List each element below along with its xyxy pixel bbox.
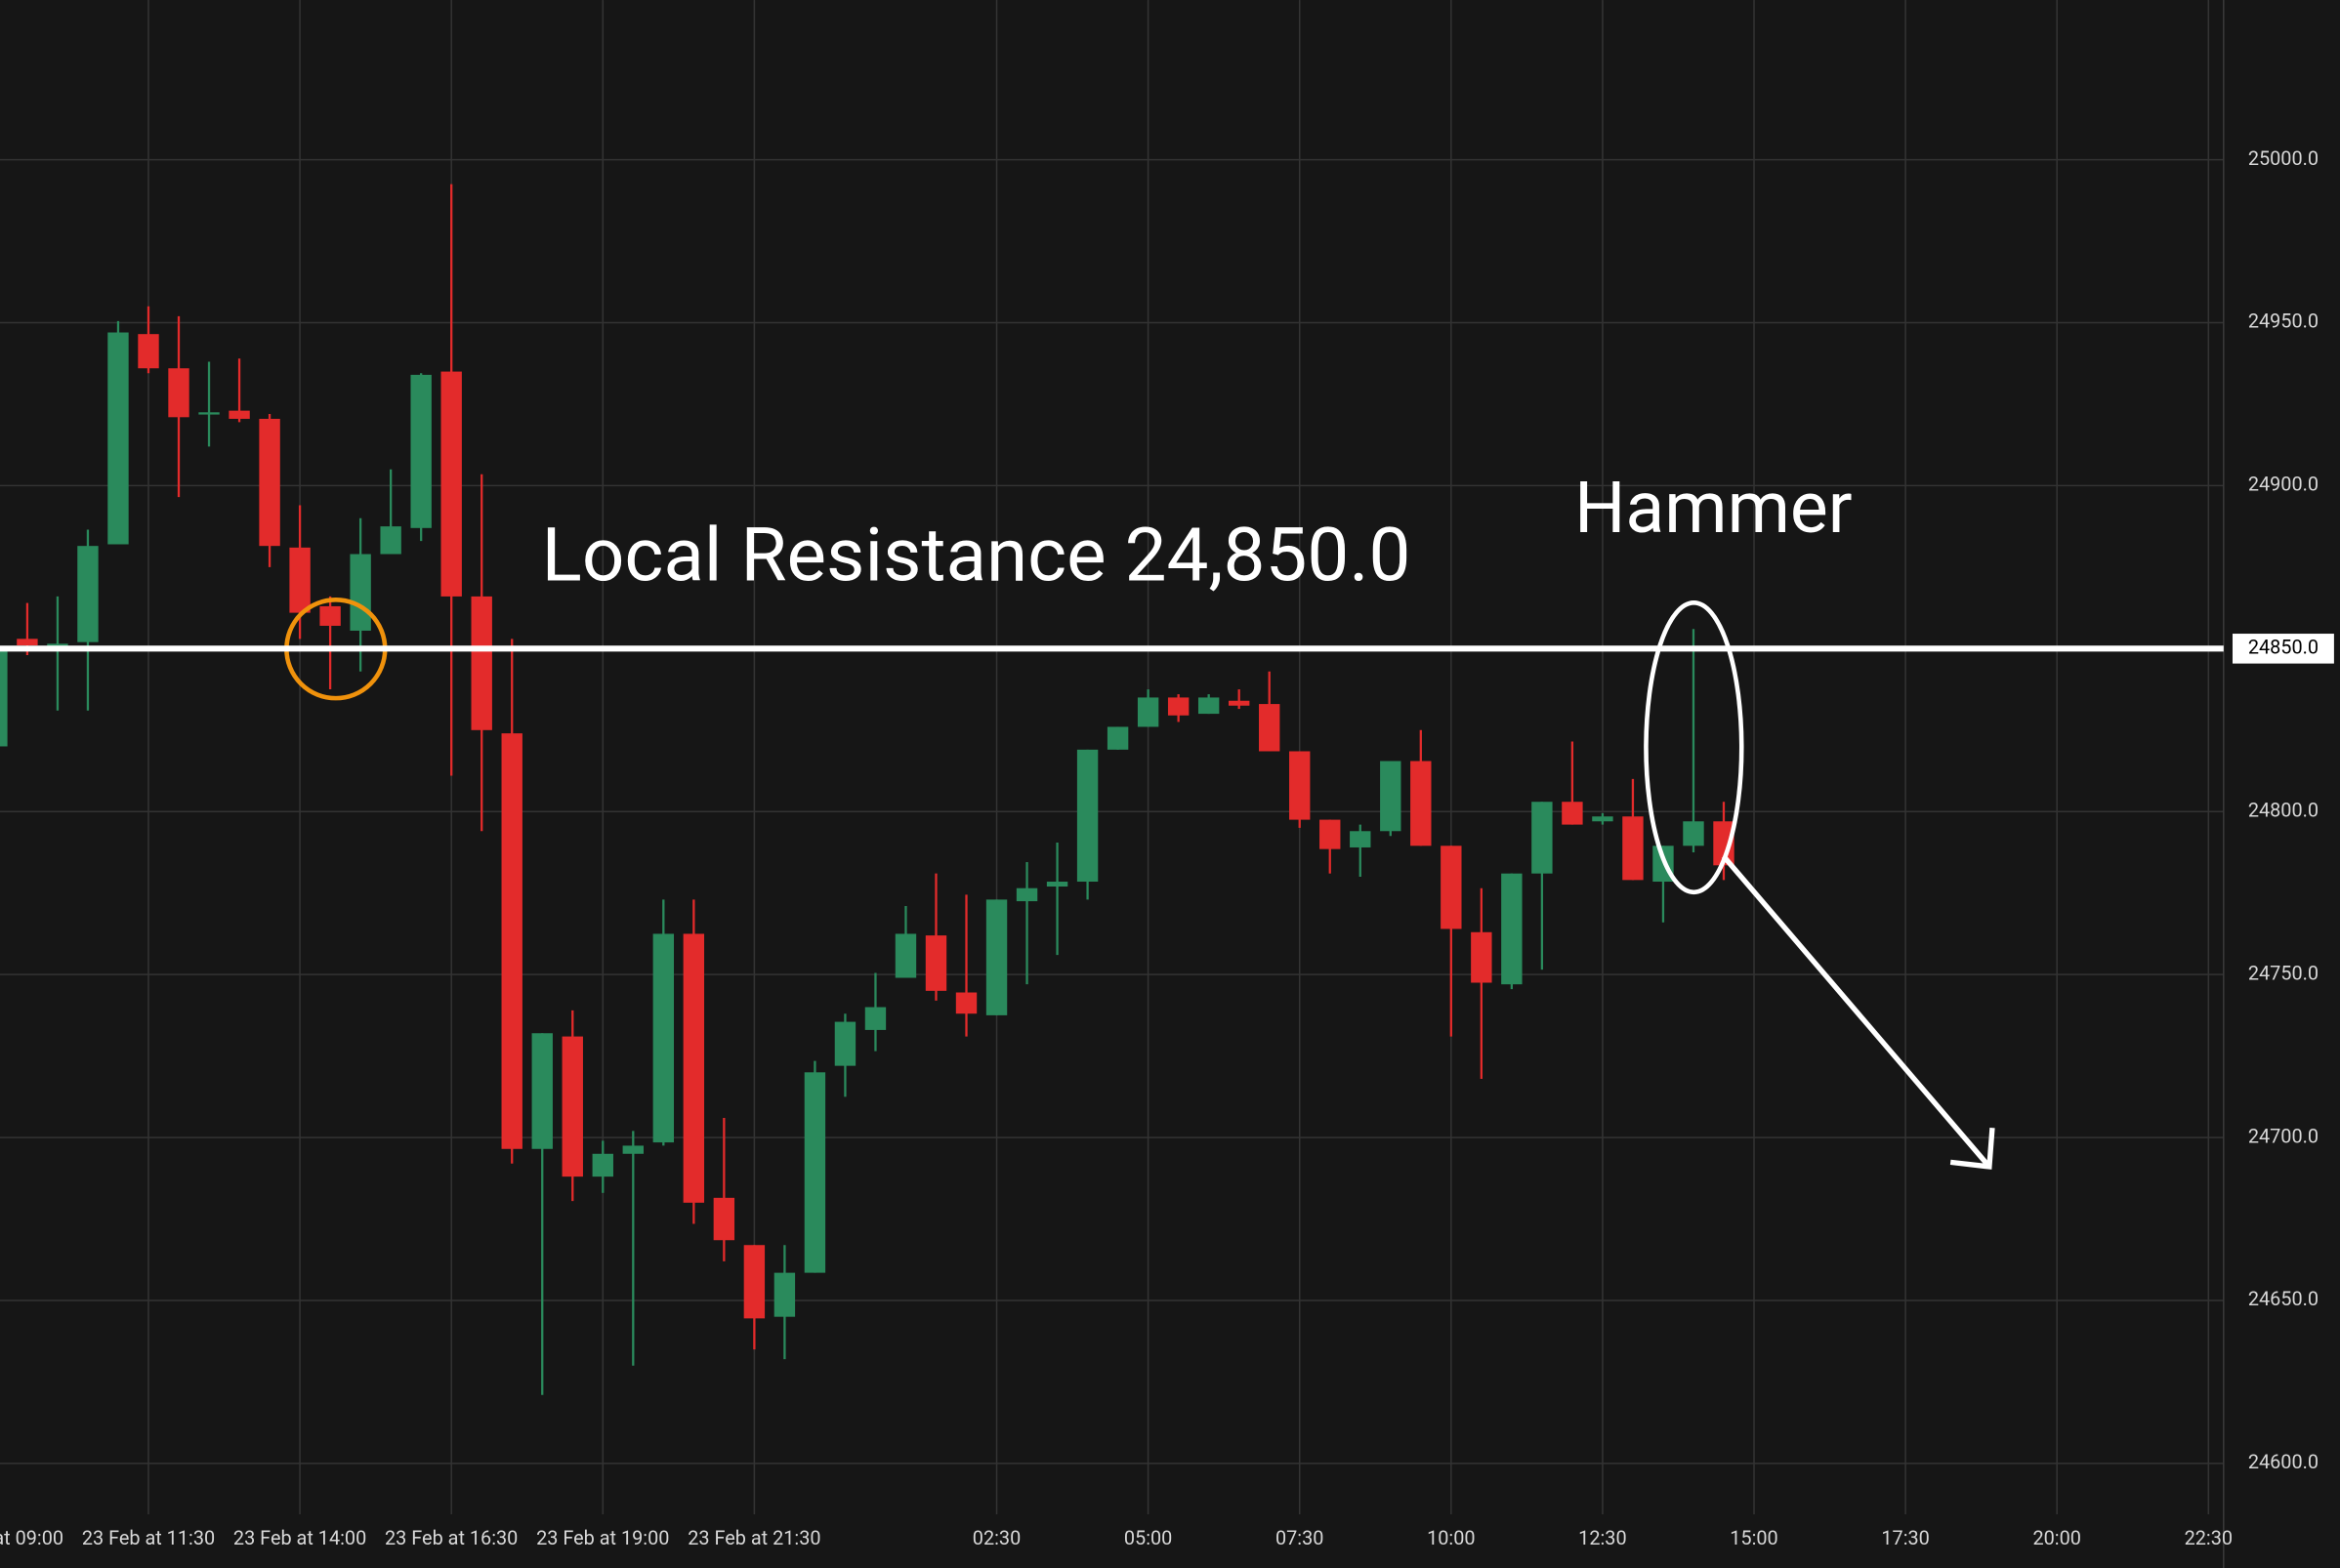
x-tick-label: 17:30: [1881, 1527, 1929, 1549]
x-tick-label: 23 Feb at 19:00: [536, 1527, 669, 1549]
annotations: Local Resistance 24,850.0 Hammer: [0, 466, 2224, 1170]
y-tick-label: 24700.0: [2248, 1125, 2319, 1147]
candle-body: [864, 1007, 887, 1030]
candles: [0, 184, 1734, 1395]
candle-body: [1592, 816, 1613, 822]
candle-body: [1562, 802, 1583, 825]
x-tick-label: 23 Feb at 21:30: [688, 1527, 820, 1549]
candle-body: [1622, 816, 1644, 881]
x-tick-label: 05:00: [1124, 1527, 1172, 1549]
resistance-annotation: Local Resistance 24,850.0: [542, 512, 1411, 599]
price-tag-label: 24850.0: [2248, 637, 2319, 659]
price-tag: [2232, 634, 2334, 664]
candle-body: [501, 733, 522, 1149]
candle-body: [1076, 749, 1099, 883]
candle-body: [259, 418, 280, 547]
candle-body: [319, 605, 341, 626]
y-tick-label: 24750.0: [2248, 962, 2319, 984]
x-tick-label: 10:00: [1427, 1527, 1475, 1549]
candle-body: [229, 410, 250, 419]
candle-body: [592, 1153, 613, 1177]
candle-body: [168, 368, 189, 418]
candle-body: [1289, 751, 1311, 820]
x-tick-label: 23 Feb at 16:30: [385, 1527, 518, 1549]
candle-body: [1197, 697, 1220, 715]
y-tick-label: 24600.0: [2248, 1451, 2319, 1473]
x-tick-label: 12:30: [1578, 1527, 1626, 1549]
candle-body: [1016, 887, 1038, 902]
candle-body: [0, 648, 8, 747]
candle-body: [743, 1245, 766, 1319]
y-tick-label: 24950.0: [2248, 310, 2319, 333]
x-tick-label: 02:30: [973, 1527, 1021, 1549]
candle-body: [1107, 726, 1129, 750]
x-tick-label: 22:30: [2185, 1527, 2233, 1549]
candle-body: [1350, 831, 1371, 847]
candle-body: [1046, 882, 1068, 887]
candle-body: [652, 933, 675, 1143]
x-tick-label: 07:30: [1275, 1527, 1323, 1549]
candle-body: [107, 332, 129, 545]
candle-body: [1713, 821, 1734, 866]
candle-body: [440, 371, 462, 597]
candle-body: [925, 935, 947, 991]
candle-body: [531, 1033, 553, 1149]
x-tick-label: 20:00: [2032, 1527, 2080, 1549]
candle-body: [985, 899, 1008, 1015]
y-tick-label: 25000.0: [2248, 147, 2319, 170]
candle-body: [380, 526, 401, 555]
candle-body: [804, 1072, 826, 1273]
y-tick-label: 24650.0: [2248, 1288, 2319, 1310]
candle-body: [47, 643, 68, 646]
y-tick-label: 24900.0: [2248, 474, 2319, 496]
x-tick-label: 23 Feb at 09:00: [0, 1527, 63, 1549]
candle-body: [410, 374, 432, 528]
x-tick-label: 23 Feb at 11:30: [82, 1527, 215, 1549]
candle-body: [895, 933, 917, 978]
candle-body: [622, 1145, 644, 1154]
candle-body: [1319, 819, 1341, 849]
arrow-head: [1949, 1128, 1995, 1170]
arrow-shaft: [1721, 854, 1991, 1169]
candle-body: [713, 1197, 735, 1241]
candle-body: [1410, 761, 1432, 846]
candle-body: [1228, 700, 1250, 706]
candle-body: [77, 546, 99, 642]
candle-body: [1471, 931, 1492, 983]
y-tick-label: 24800.0: [2248, 799, 2319, 821]
candle-body: [471, 596, 492, 730]
candle-body: [773, 1272, 796, 1317]
candle-body: [17, 639, 38, 645]
hammer-annotation: Hammer: [1574, 466, 1853, 550]
candle-body: [955, 992, 978, 1014]
candle-body: [1531, 802, 1553, 874]
x-tick-label: 15:00: [1730, 1527, 1777, 1549]
hammer-ellipse: [1644, 600, 1744, 895]
candle-body: [683, 933, 705, 1203]
candle-body: [1137, 697, 1159, 727]
candle-body: [1441, 846, 1462, 929]
candle-body: [562, 1036, 583, 1177]
x-tick-label: 23 Feb at 14:00: [233, 1527, 366, 1549]
candle-body: [1259, 704, 1280, 752]
candle-body: [289, 547, 311, 613]
candle-body: [138, 334, 159, 369]
candle-body: [1501, 873, 1523, 985]
candle-body: [1380, 761, 1401, 832]
candle-body: [198, 412, 220, 415]
candle-body: [1167, 697, 1190, 716]
candle-body: [350, 554, 371, 631]
candle-body: [834, 1021, 857, 1066]
candle-body: [1683, 821, 1704, 846]
